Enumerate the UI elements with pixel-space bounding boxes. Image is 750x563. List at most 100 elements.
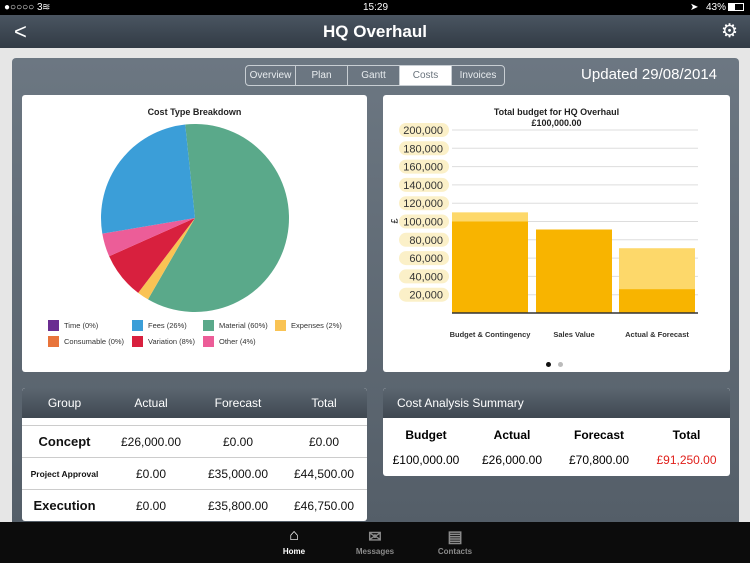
legend-label: Other (4%) (219, 337, 256, 346)
legend-item: Variation (8%) (132, 336, 195, 347)
x-category-label: Budget & Contingency (450, 330, 532, 339)
legend-item: Expenses (2%) (275, 320, 342, 331)
tick-pill (399, 214, 449, 229)
legend-label: Consumable (0%) (64, 337, 125, 346)
nav-bar: < HQ Overhaul ⚙ (0, 15, 750, 48)
header-forecast: Forecast (214, 396, 262, 410)
summary-header-forecast: Forecast (573, 428, 625, 442)
y-tick-label: 180,000 (403, 143, 443, 155)
table-row[interactable]: Concept £26,000.00 £0.00 £0.00 (22, 425, 367, 457)
bar-base-segment[interactable] (619, 289, 695, 313)
tab-costs[interactable]: Costs (400, 66, 452, 85)
summary-forecast: £70,800.00 (568, 453, 630, 467)
y-tick-label: 80,000 (409, 235, 443, 247)
bar-base-segment[interactable] (536, 229, 612, 313)
pie-slice (109, 218, 195, 293)
updated-date: Updated 29/08/2014 (581, 66, 717, 83)
legend-swatch (203, 336, 214, 347)
legend-swatch (48, 336, 59, 347)
gear-icon[interactable]: ⚙ (720, 21, 738, 42)
legend-item: Fees (26%) (132, 320, 187, 331)
y-tick-label: 60,000 (409, 253, 443, 265)
legend-item: Consumable (0%) (48, 336, 124, 347)
total-value: £0.00 (308, 434, 340, 449)
actual-value: £0.00 (135, 466, 167, 481)
header-group: Group (47, 396, 82, 410)
pie-chart (101, 124, 289, 312)
summary-values: £100,000.00 £26,000.00 £70,800.00 £91,25… (383, 453, 730, 467)
pie-slice (138, 218, 195, 300)
pie-chart-panel: Cost Type Breakdown Time (0%) Fees (26%) M… (22, 95, 367, 372)
envelope-icon: ✉ (368, 529, 382, 546)
y-tick-label: 120,000 (403, 198, 443, 210)
page-dot-active[interactable] (546, 362, 551, 367)
table-row[interactable]: Execution £0.00 £35,800.00 £46,750.00 (22, 489, 367, 521)
clock: 15:29 (363, 2, 389, 13)
header-actual: Actual (134, 396, 168, 410)
tick-pill (399, 251, 449, 266)
legend-item: Other (4%) (203, 336, 256, 347)
y-tick-label: 40,000 (409, 271, 443, 283)
x-category-label: Sales Value (553, 330, 594, 339)
tabbar-label: Messages (355, 547, 395, 556)
tabbar-home[interactable]: ⌂ Home (264, 527, 324, 556)
group-name: Execution (33, 498, 96, 513)
forecast-value: £35,000.00 (207, 466, 269, 481)
summary-actual: £26,000.00 (481, 453, 543, 467)
battery-level: 43% (706, 2, 727, 13)
pie-slice (102, 218, 195, 257)
summary-header-actual: Actual (493, 428, 531, 442)
bar-chart-panel[interactable]: Total budget for HQ Overhaul £100,000.00… (383, 95, 730, 372)
legend-item: Time (0%) (48, 320, 98, 331)
y-tick-label: 100,000 (403, 217, 443, 229)
legend-swatch (132, 336, 143, 347)
summary-headers: Budget Actual Forecast Total (383, 428, 730, 442)
chevron-left-icon[interactable]: < (14, 19, 27, 44)
header-total: Total (311, 396, 337, 410)
table-header: Group Actual Forecast Total (22, 388, 367, 418)
carrier: ●○○○○ 3 (4, 2, 43, 13)
tabbar-messages[interactable]: ✉ Messages (345, 527, 405, 556)
tick-pill (399, 196, 449, 211)
legend-swatch (48, 320, 59, 331)
bar-chart: 20,000 40,000 60,000 80,000 100,000 120,000 14… (399, 123, 698, 339)
bar-base-segment[interactable] (452, 221, 528, 314)
x-category-label: Actual & Forecast (625, 330, 689, 339)
tab-overview[interactable]: Overview (246, 66, 296, 85)
pie-slice (101, 124, 195, 234)
tabbar-label: Home (282, 547, 306, 556)
bar-title: Total budget for HQ Overhaul (493, 107, 620, 117)
y-tick-label: 200,000 (403, 125, 443, 137)
group-cost-table: Group Actual Forecast Total Concept £26,… (22, 388, 367, 521)
legend-label: Expenses (2%) (291, 321, 342, 330)
tick-pill (399, 159, 449, 174)
tab-plan[interactable]: Plan (296, 66, 348, 85)
summary-header-budget: Budget (405, 428, 447, 442)
pie-title: Cost Type Breakdown (147, 107, 242, 117)
status-bar: ●○○○○ 3 ≋ 15:29 ➤ 43% (0, 0, 750, 15)
tick-pill (399, 141, 449, 156)
legend-item: Material (60%) (203, 320, 268, 331)
forecast-value: £35,800.00 (207, 498, 269, 513)
table-row[interactable]: Project Approval £0.00 £35,000.00 £44,50… (22, 457, 367, 489)
tabbar-contacts[interactable]: ▤ Contacts (425, 527, 485, 556)
summary-header-total: Total (672, 428, 701, 442)
wifi-icon: ≋ (42, 2, 51, 13)
summary-total: £91,250.00 (656, 453, 717, 467)
total-value: £46,750.00 (293, 498, 355, 513)
legend-swatch (132, 320, 143, 331)
tab-gantt[interactable]: Gantt (348, 66, 400, 85)
summary-budget: £100,000.00 (392, 453, 460, 467)
page-title: HQ Overhaul (323, 22, 427, 41)
tabbar-label: Contacts (437, 547, 473, 556)
tick-pill (399, 269, 449, 284)
legend-label: Time (0%) (64, 321, 99, 330)
tab-bar: ⌂ Home ✉ Messages ▤ Contacts (0, 522, 750, 563)
legend-label: Variation (8%) (148, 337, 195, 346)
page-dot[interactable] (558, 362, 563, 367)
tick-pill (399, 287, 449, 302)
tab-invoices[interactable]: Invoices (459, 70, 497, 81)
total-value: £44,500.00 (293, 466, 355, 481)
tick-pill (399, 232, 449, 247)
home-icon: ⌂ (289, 527, 299, 544)
